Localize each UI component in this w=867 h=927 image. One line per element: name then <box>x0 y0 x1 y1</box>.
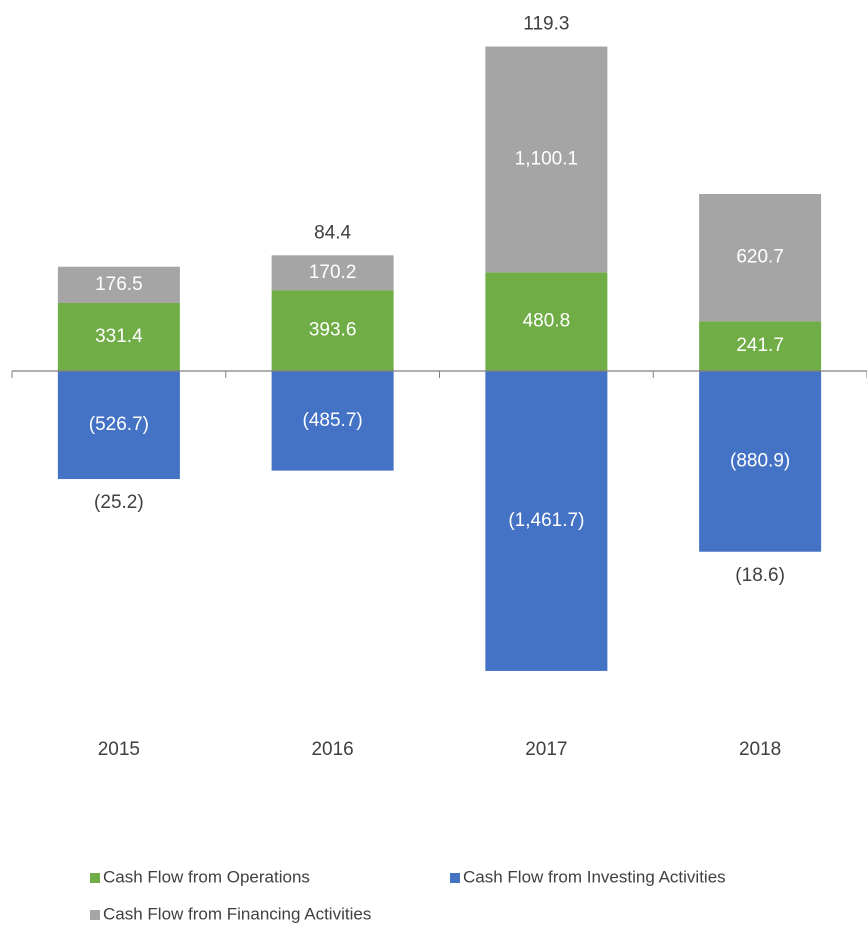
x-tick-label: 2015 <box>98 739 140 760</box>
data-label: 1,100.1 <box>515 148 578 169</box>
bar-segment <box>699 370 822 552</box>
bar-segment <box>271 370 394 471</box>
legend-swatch <box>450 873 460 883</box>
bar-segment <box>485 46 608 273</box>
data-label: 331.4 <box>95 326 143 347</box>
data-label: 620.7 <box>736 247 784 268</box>
total-label: 84.4 <box>314 222 351 243</box>
data-label: 393.6 <box>309 320 357 341</box>
data-label: 241.7 <box>736 335 784 356</box>
legend-label: Cash Flow from Investing Activities <box>463 867 726 886</box>
bar-segment <box>57 266 180 303</box>
legend-label: Cash Flow from Operations <box>103 867 310 886</box>
bar-segment <box>57 302 180 371</box>
total-label: (25.2) <box>94 492 144 513</box>
data-label: 480.8 <box>523 311 571 332</box>
data-label: (526.7) <box>89 414 149 435</box>
x-tick-label: 2017 <box>525 739 567 760</box>
data-label: 176.5 <box>95 274 143 295</box>
bar-segment <box>271 255 394 291</box>
total-label: (18.6) <box>735 565 785 586</box>
bar-segment <box>485 272 608 371</box>
data-label: (880.9) <box>730 450 790 471</box>
bar-segment <box>699 321 822 371</box>
total-label: 119.3 <box>523 14 569 35</box>
data-label: (485.7) <box>303 410 363 431</box>
x-tick-label: 2018 <box>739 739 781 760</box>
bar-segment <box>699 194 822 322</box>
data-label: 170.2 <box>309 262 357 283</box>
legend-swatch <box>90 873 100 883</box>
bar-segment <box>271 290 394 371</box>
x-tick-label: 2016 <box>311 739 353 760</box>
data-label: (1,461.7) <box>508 510 584 531</box>
bar-segment <box>485 370 608 671</box>
legend-swatch <box>90 910 100 920</box>
bar-segment <box>57 370 180 480</box>
legend-label: Cash Flow from Financing Activities <box>103 904 371 923</box>
